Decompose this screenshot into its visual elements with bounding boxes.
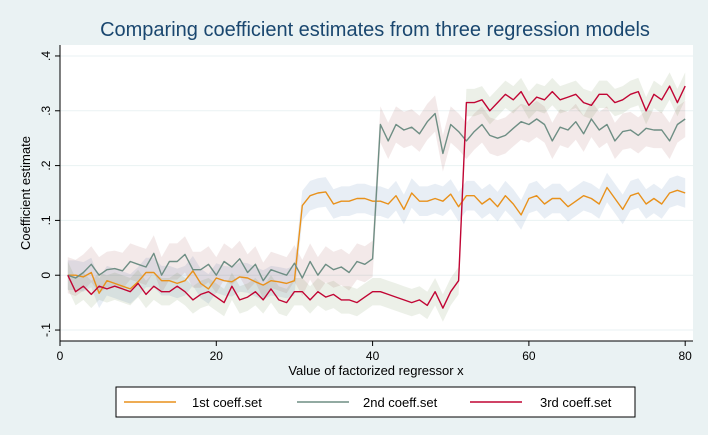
y-tick-label-3: .2 bbox=[39, 160, 53, 170]
y-axis-label: Coefficient estimate bbox=[18, 136, 33, 250]
confidence-band-1 bbox=[67, 172, 686, 309]
x-tick-label-1: 20 bbox=[210, 349, 224, 363]
legend-item-1st-coeff-set: 1st coeff.set bbox=[124, 395, 262, 410]
legend-label-1st-coeff-set: 1st coeff.set bbox=[192, 395, 262, 410]
series-lines bbox=[67, 85, 686, 309]
legend-label-2nd-coeff-set: 2nd coeff.set bbox=[363, 395, 438, 410]
y-tick-label-4: .3 bbox=[39, 105, 53, 115]
legend-item-2nd-coeff-set: 2nd coeff.set bbox=[297, 395, 438, 410]
x-tick-label-2: 40 bbox=[366, 349, 380, 363]
chart-title: Comparing coefficient estimates from thr… bbox=[100, 19, 650, 41]
series-line-2 bbox=[67, 112, 686, 282]
y-tick-label-2: .1 bbox=[39, 215, 53, 225]
grid-lines bbox=[60, 55, 693, 331]
y-tick-label-1: 0 bbox=[39, 272, 53, 279]
x-axis-label: Value of factorized regressor x bbox=[288, 363, 464, 378]
x-tick-label-0: 0 bbox=[57, 349, 64, 363]
series-line-3 bbox=[67, 85, 686, 309]
confidence-band-3 bbox=[67, 72, 686, 322]
legend-box bbox=[115, 386, 636, 418]
x-tick-label-3: 60 bbox=[522, 349, 536, 363]
y-tick-label-0: -.1 bbox=[39, 323, 53, 337]
y-axis-ticks: -.1 0 .1 .2 .3 .4 bbox=[39, 51, 60, 337]
x-axis-ticks: 0 20 40 60 80 bbox=[57, 341, 693, 363]
legend-item-3rd-coeff-set: 3rd coeff.set bbox=[470, 395, 612, 410]
legend-label-3rd-coeff-set: 3rd coeff.set bbox=[540, 395, 612, 410]
x-tick-label-4: 80 bbox=[679, 349, 693, 363]
y-tick-label-5: .4 bbox=[39, 51, 53, 61]
